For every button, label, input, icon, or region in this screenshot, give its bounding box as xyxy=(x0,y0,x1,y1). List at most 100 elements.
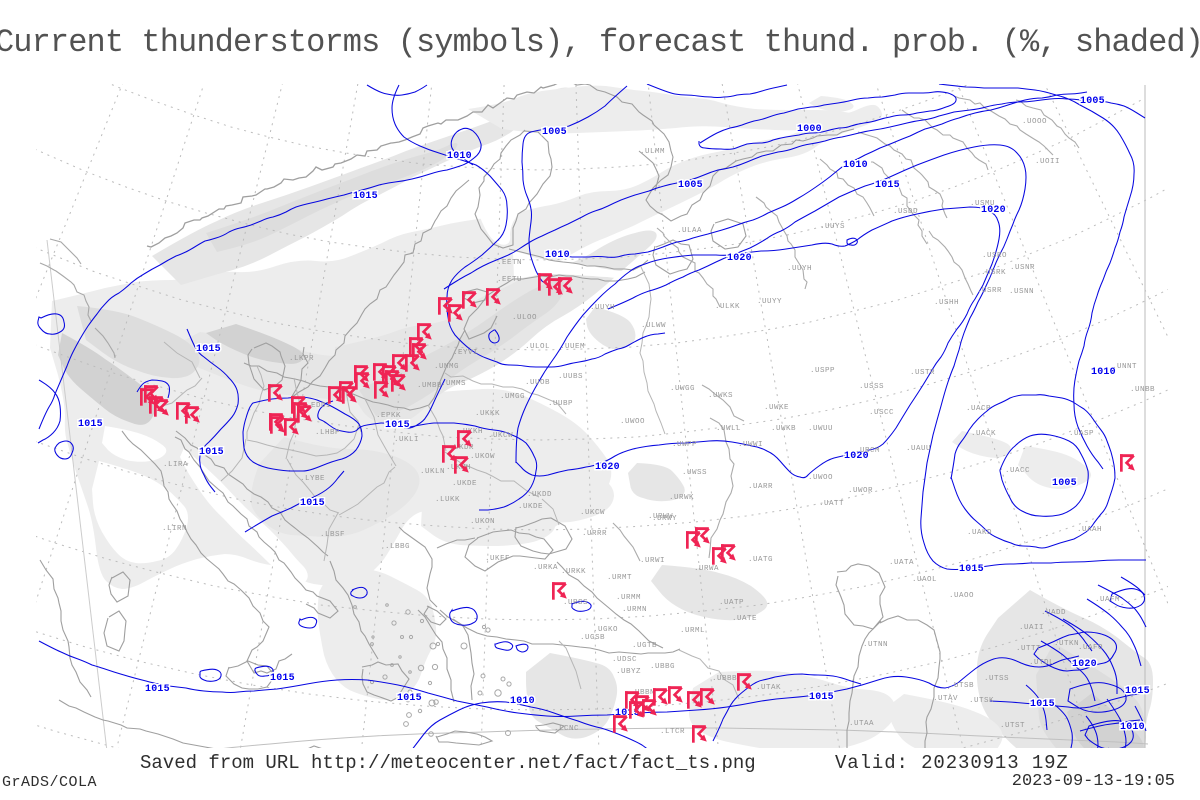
svg-text:.USDD: .USDD xyxy=(893,208,918,216)
svg-text:.URMM: .URMM xyxy=(616,594,641,602)
svg-text:.ULOL: .ULOL xyxy=(525,343,550,351)
svg-text:.UUYH: .UUYH xyxy=(787,265,812,273)
svg-text:1015: 1015 xyxy=(78,419,103,430)
svg-text:1010: 1010 xyxy=(843,160,868,171)
svg-text:.URMT: .URMT xyxy=(607,574,632,582)
svg-text:.UBBN: .UBBN xyxy=(630,689,655,697)
svg-text:.UTNN: .UTNN xyxy=(863,641,888,649)
svg-text:.UKKK: .UKKK xyxy=(475,410,500,418)
svg-text:.UWSS: .UWSS xyxy=(682,469,707,477)
svg-text:.UUEM: .UUEM xyxy=(560,343,585,351)
svg-text:.UWGG: .UWGG xyxy=(670,385,695,393)
svg-text:1015: 1015 xyxy=(959,564,984,575)
svg-text:.URMN: .URMN xyxy=(622,606,647,614)
svg-text:.UKDD: .UKDD xyxy=(527,491,552,499)
svg-text:.URWY: .URWY xyxy=(652,515,677,523)
svg-text:.UKDE: .UKDE xyxy=(452,480,477,488)
svg-text:.UBCM: .UBCM xyxy=(855,447,880,455)
svg-text:.UKDR: .UKDR xyxy=(449,444,474,452)
svg-text:.UAOO: .UAOO xyxy=(949,592,974,600)
svg-text:.UKCW: .UKCW xyxy=(488,432,513,440)
svg-text:.UWOO: .UWOO xyxy=(808,474,833,482)
svg-text:.EYVI: .EYVI xyxy=(453,349,478,357)
svg-text:.USNN: .USNN xyxy=(1009,288,1034,296)
svg-text:.UAII: .UAII xyxy=(1019,624,1044,632)
svg-text:1005: 1005 xyxy=(1080,96,1105,107)
svg-text:1010: 1010 xyxy=(447,151,472,162)
svg-text:.UBBG: .UBBG xyxy=(650,663,675,671)
svg-text:.UKCW: .UKCW xyxy=(580,509,605,517)
svg-text:.EETN: .EETN xyxy=(497,259,522,267)
svg-text:1010: 1010 xyxy=(1120,722,1145,733)
svg-text:.UUBS: .UUBS xyxy=(558,373,583,381)
svg-text:.UUYS: .UUYS xyxy=(820,223,845,231)
svg-text:.LUKK: .LUKK xyxy=(435,496,460,504)
svg-text:.ULOO: .ULOO xyxy=(512,314,537,322)
svg-text:.USRK: .USRK xyxy=(981,269,1006,277)
svg-text:.UAOL: .UAOL xyxy=(912,576,937,584)
svg-text:.URML: .URML xyxy=(680,627,705,635)
svg-text:.UTAV: .UTAV xyxy=(933,695,958,703)
svg-text:.EDDI: .EDDI xyxy=(306,402,331,410)
svg-text:.UKON: .UKON xyxy=(470,518,495,526)
svg-text:.UWKS: .UWKS xyxy=(708,392,733,400)
svg-text:.UATT: .UATT xyxy=(819,500,844,508)
svg-text:.UGSB: .UGSB xyxy=(580,634,605,642)
svg-text:.UMBB: .UMBB xyxy=(417,382,442,390)
svg-text:.UADD: .UADD xyxy=(1041,609,1066,617)
svg-text:.LBSF: .LBSF xyxy=(320,531,345,539)
svg-text:.LTCR: .LTCR xyxy=(660,728,685,736)
svg-text:.UBYZ: .UBYZ xyxy=(616,668,641,676)
svg-text:.UKOW: .UKOW xyxy=(470,453,495,461)
svg-text:.UMMS: .UMMS xyxy=(441,380,466,388)
svg-text:1015: 1015 xyxy=(1030,699,1055,710)
svg-text:.ULMM: .ULMM xyxy=(640,148,665,156)
svg-text:.LKPR: .LKPR xyxy=(289,355,314,363)
svg-text:.UTKN: .UTKN xyxy=(1054,640,1079,648)
svg-text:.UTTT: .UTTT xyxy=(1016,645,1041,653)
svg-text:.UOOO: .UOOO xyxy=(1022,118,1047,126)
svg-text:.UWPP: .UWPP xyxy=(672,441,697,449)
svg-text:1015: 1015 xyxy=(199,447,224,458)
svg-text:.USRO: .USRO xyxy=(982,252,1007,260)
svg-text:.UKLN: .UKLN xyxy=(420,468,445,476)
svg-text:.USMU: .USMU xyxy=(970,200,995,208)
svg-text:.UATP: .UATP xyxy=(719,599,744,607)
svg-text:.LCNC: .LCNC xyxy=(554,725,579,733)
svg-text:.UMMG: .UMMG xyxy=(434,363,459,371)
svg-text:.URWK: .URWK xyxy=(669,494,694,502)
svg-text:.UMGG: .UMGG xyxy=(500,393,525,401)
svg-text:1015: 1015 xyxy=(145,684,170,695)
svg-text:.UACC: .UACC xyxy=(1005,467,1030,475)
svg-text:.UTSS: .UTSS xyxy=(984,675,1009,683)
svg-text:1015: 1015 xyxy=(353,191,378,202)
svg-text:.UTST: .UTST xyxy=(1000,722,1025,730)
svg-text:.UWLL: .UWLL xyxy=(716,425,741,433)
svg-text:1015: 1015 xyxy=(196,344,221,355)
svg-text:1015: 1015 xyxy=(270,673,295,684)
svg-text:.URWI: .URWI xyxy=(640,557,665,565)
svg-text:1020: 1020 xyxy=(595,462,620,473)
svg-text:.UAUU: .UAUU xyxy=(906,445,931,453)
svg-text:1020: 1020 xyxy=(844,451,869,462)
svg-text:.UKHH: .UKHH xyxy=(446,464,471,472)
svg-text:.UACP: .UACP xyxy=(966,405,991,413)
svg-text:.URWW: .URWW xyxy=(648,513,673,521)
svg-text:.UWOO: .UWOO xyxy=(620,418,645,426)
svg-text:.UAFO: .UAFO xyxy=(1078,644,1103,652)
svg-text:.USPP: .USPP xyxy=(810,367,835,375)
svg-text:.UAAH: .UAAH xyxy=(1077,526,1102,534)
svg-text:.UGKO: .UGKO xyxy=(593,626,618,634)
svg-text:.UACK: .UACK xyxy=(971,430,996,438)
svg-text:.UBBB: .UBBB xyxy=(712,675,737,683)
svg-text:.UWUU: .UWUU xyxy=(808,425,833,433)
svg-text:.EPKK: .EPKK xyxy=(376,412,401,420)
svg-text:.UATG: .UATG xyxy=(748,556,773,564)
svg-text:.URWA: .URWA xyxy=(694,565,719,573)
svg-text:.USCC: .USCC xyxy=(869,409,894,417)
svg-text:.UNBB: .UNBB xyxy=(1130,386,1155,394)
svg-text:.UWKE: .UWKE xyxy=(764,404,789,412)
svg-text:1015: 1015 xyxy=(1125,686,1150,697)
svg-text:.USRR: .USRR xyxy=(977,287,1002,295)
svg-text:.URKK: .URKK xyxy=(561,568,586,576)
